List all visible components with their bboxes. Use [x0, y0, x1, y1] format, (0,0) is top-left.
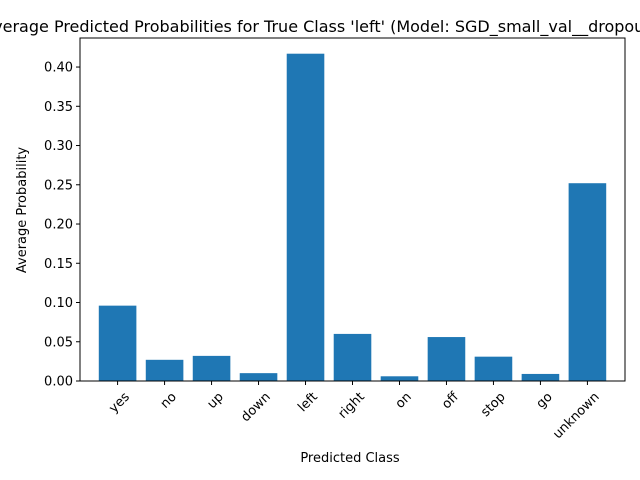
y-tick-label: 0.30 — [44, 139, 73, 154]
x-tick-label: left — [295, 390, 321, 416]
x-tick-label: go — [534, 390, 556, 412]
bar-stop — [474, 356, 513, 381]
bar-up — [192, 355, 231, 381]
x-tick-label: off — [439, 389, 462, 412]
x-tick-label: unknown — [550, 390, 602, 442]
x-tick-label: right — [336, 390, 368, 422]
x-tick-label: up — [205, 390, 227, 412]
x-tick-label: down — [238, 390, 273, 425]
bar-on — [380, 376, 419, 381]
y-tick-label: 0.40 — [44, 61, 73, 76]
y-axis: 0.00 0.05 0.10 0.15 0.20 0.25 0.30 0.35 0.40 — [44, 61, 80, 390]
bar-unknown — [568, 183, 607, 381]
y-axis-label: Average Probability — [15, 147, 30, 274]
x-tick-label: yes — [106, 389, 133, 416]
y-tick-label: 0.00 — [44, 375, 73, 390]
y-tick-label: 0.10 — [44, 296, 73, 311]
plot-frame — [79, 37, 626, 382]
x-tick-label: stop — [478, 390, 508, 420]
bars-group — [98, 53, 607, 381]
bar-no — [145, 359, 184, 381]
bar-go — [521, 373, 560, 381]
bar-down — [239, 373, 278, 381]
y-tick-label: 0.35 — [44, 100, 73, 115]
y-tick-label: 0.05 — [44, 335, 73, 350]
bar-off — [427, 337, 466, 381]
bar-left — [286, 53, 325, 381]
bar-right — [333, 333, 372, 381]
bar-yes — [98, 305, 137, 381]
y-tick-label: 0.20 — [44, 218, 73, 233]
chart-title: Average Predicted Probabilities for True… — [0, 17, 640, 37]
y-tick-label: 0.25 — [44, 178, 73, 193]
x-axis-label: Predicted Class — [300, 451, 400, 466]
x-tick-label: no — [158, 390, 180, 412]
x-tick-label: on — [393, 390, 415, 412]
y-tick-label: 0.15 — [44, 257, 73, 272]
